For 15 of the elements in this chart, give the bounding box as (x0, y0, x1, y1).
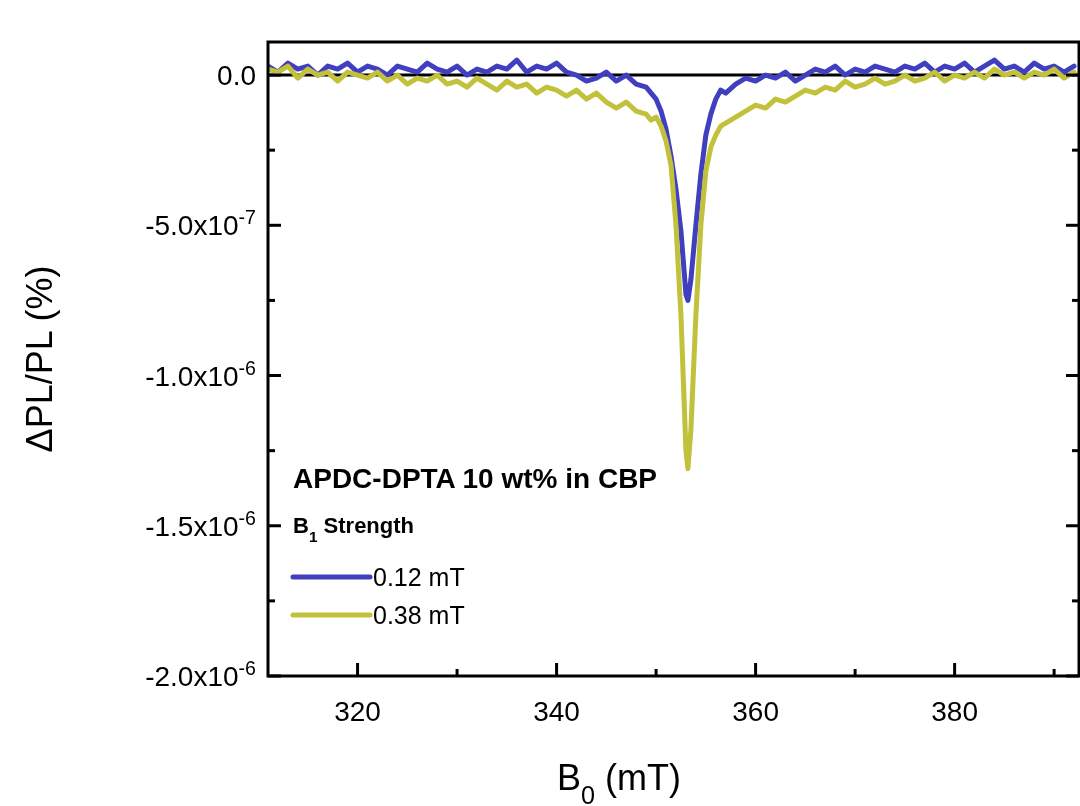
legend-label: 0.38 mT (373, 601, 465, 629)
x-tick-label: 340 (533, 696, 580, 727)
x-tick-label: 360 (732, 696, 779, 727)
y-tick-label: -5.0x10$^{-7}$ (145, 206, 256, 242)
x-tick-label: 380 (931, 696, 978, 727)
legend-label: 0.12 mT (373, 563, 465, 591)
legend-title: B$_{1}$ Strength (293, 513, 415, 545)
y-axis-title: ΔPL/PL (%) (19, 265, 60, 453)
annotation: APDC-DPTA 10 wt% in CBP (293, 463, 658, 494)
y-tick-label: 0.0 (217, 60, 256, 92)
x-axis-title: B$_{0}$ (mT) (557, 757, 681, 806)
y-tick-label: -1.5x10$^{-6}$ (145, 506, 257, 542)
y-tick-label: -1.0x10$^{-6}$ (145, 356, 257, 392)
y-tick-label: -2.0x10$^{-6}$ (145, 657, 257, 692)
x-tick-label: 320 (334, 696, 381, 727)
